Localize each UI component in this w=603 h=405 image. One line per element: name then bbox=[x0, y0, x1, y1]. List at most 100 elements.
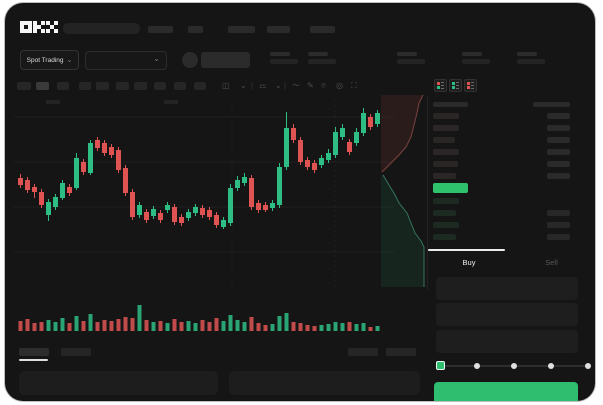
interval-button-6[interactable] bbox=[134, 82, 147, 90]
ask-row-5[interactable] bbox=[430, 171, 593, 181]
interval-button-0[interactable] bbox=[17, 82, 31, 90]
market-type-dropdown[interactable]: Spot Trading ⌄ bbox=[20, 50, 79, 70]
interval-button-9[interactable] bbox=[194, 82, 206, 90]
line-1 bbox=[456, 85, 459, 86]
slider-stop-50[interactable] bbox=[511, 363, 517, 369]
ask-price-skeleton bbox=[433, 149, 459, 155]
nav-item-4[interactable] bbox=[310, 26, 335, 33]
history-control-0[interactable] bbox=[348, 348, 378, 356]
bids-only-icon[interactable] bbox=[449, 79, 462, 92]
bid-price-skeleton bbox=[433, 198, 459, 204]
slider-handle[interactable] bbox=[436, 361, 445, 370]
tab-buy[interactable]: Buy bbox=[462, 258, 476, 267]
stat-value-0 bbox=[270, 59, 298, 64]
app-window: Spot Trading ⌄ ⌄ ◫ ⌄ | ⚎ ⌄ | 〜 ✎ ⌾ ◎ ⛶ Buy Sell bbox=[5, 3, 595, 401]
chevron-down-icon[interactable]: ⌄ bbox=[240, 81, 247, 90]
ask-cell bbox=[467, 82, 470, 85]
nav-item-2[interactable] bbox=[228, 26, 255, 33]
ask-price-skeleton bbox=[433, 113, 459, 119]
slider-stop-100[interactable] bbox=[585, 363, 591, 369]
ask-amount-skeleton bbox=[547, 173, 570, 179]
price-field[interactable] bbox=[436, 277, 578, 300]
stat-value-1 bbox=[308, 59, 336, 64]
line-2 bbox=[456, 88, 459, 89]
slider-stop-75[interactable] bbox=[548, 363, 554, 369]
nav-item-3[interactable] bbox=[267, 26, 290, 33]
bid-row-0[interactable] bbox=[430, 196, 593, 206]
ask-price-skeleton bbox=[433, 161, 458, 167]
toolbar-divider: | bbox=[284, 81, 287, 90]
bid-row-1[interactable] bbox=[430, 208, 593, 218]
screenshot-icon[interactable]: ⌾ bbox=[321, 81, 326, 90]
asks-only-icon[interactable] bbox=[464, 79, 477, 92]
last-price-badge[interactable] bbox=[433, 183, 468, 193]
fullscreen-icon[interactable]: ⛶ bbox=[351, 81, 357, 90]
ask-amount-skeleton bbox=[547, 149, 570, 155]
ask-row-0[interactable] bbox=[430, 111, 593, 121]
candles-svg bbox=[14, 100, 394, 290]
draw-tools-icon[interactable]: ✎ bbox=[307, 81, 314, 90]
bid-price-skeleton bbox=[433, 222, 459, 228]
slider-stop-25[interactable] bbox=[474, 363, 480, 369]
chevron-down-icon[interactable]: ⌄ bbox=[275, 81, 282, 90]
chart-settings-icon[interactable]: ◎ bbox=[336, 81, 343, 90]
nav-item-1[interactable] bbox=[188, 26, 203, 33]
ask-amount-skeleton bbox=[547, 113, 570, 119]
depth-svg bbox=[381, 94, 425, 287]
buy-order-button[interactable] bbox=[434, 382, 578, 401]
nav-item-0[interactable] bbox=[148, 26, 173, 33]
stat-value-3 bbox=[462, 59, 490, 64]
history-tab-1[interactable] bbox=[61, 348, 91, 356]
interval-button-5[interactable] bbox=[116, 82, 129, 90]
bid-row-3[interactable] bbox=[430, 232, 593, 242]
interval-button-3[interactable] bbox=[79, 82, 91, 90]
avatar[interactable] bbox=[182, 52, 198, 68]
ask-cell2 bbox=[467, 86, 470, 89]
line-2 bbox=[471, 88, 474, 89]
ask-price-skeleton bbox=[433, 173, 456, 179]
active-tab-indicator bbox=[428, 249, 505, 251]
stat-label-2 bbox=[397, 52, 417, 56]
interval-button-1[interactable] bbox=[36, 82, 49, 90]
history-tab-0[interactable] bbox=[19, 348, 49, 356]
indicators-icon[interactable]: 〜 bbox=[292, 81, 300, 90]
account-button[interactable] bbox=[201, 52, 250, 68]
chevron-down-icon: ⌄ bbox=[153, 54, 160, 63]
ask-row-2[interactable] bbox=[430, 135, 593, 145]
bid-price-skeleton bbox=[433, 234, 456, 240]
amount-field[interactable] bbox=[436, 303, 578, 326]
total-field[interactable] bbox=[436, 330, 578, 353]
history-panel-1 bbox=[229, 371, 420, 395]
line-0 bbox=[441, 82, 444, 83]
line-1 bbox=[471, 85, 474, 86]
compare-symbol-icon[interactable]: ⚎ bbox=[259, 81, 267, 90]
tab-sell[interactable]: Sell bbox=[545, 258, 558, 267]
split-book-icon[interactable] bbox=[434, 79, 447, 92]
bid-cell bbox=[452, 86, 455, 89]
ask-amount-skeleton bbox=[547, 161, 570, 167]
interval-button-8[interactable] bbox=[174, 82, 186, 90]
ask-row-3[interactable] bbox=[430, 147, 593, 157]
interval-button-4[interactable] bbox=[96, 82, 109, 90]
bid-amount-skeleton bbox=[547, 210, 570, 216]
interval-button-7[interactable] bbox=[154, 82, 166, 90]
interval-button-2[interactable] bbox=[57, 82, 69, 90]
market-type-label: Spot Trading bbox=[26, 56, 64, 64]
orderbook-header-amount bbox=[533, 102, 570, 107]
history-panel-0 bbox=[19, 371, 218, 395]
pair-selector-dropdown[interactable]: ⌄ bbox=[85, 51, 167, 70]
bid-amount-skeleton bbox=[547, 222, 570, 228]
stat-value-4 bbox=[517, 59, 545, 64]
stat-label-3 bbox=[462, 52, 482, 56]
toolbar-divider: | bbox=[251, 81, 254, 90]
ask-row-4[interactable] bbox=[430, 159, 593, 169]
chart-type-icon[interactable]: ◫ bbox=[222, 81, 230, 90]
search-input[interactable] bbox=[63, 23, 140, 34]
ask-row-1[interactable] bbox=[430, 123, 593, 133]
stat-value-2 bbox=[397, 59, 425, 64]
history-control-1[interactable] bbox=[386, 348, 416, 356]
orderbook-header-price bbox=[433, 102, 468, 107]
ask-price-skeleton bbox=[433, 125, 459, 131]
ask-amount-skeleton bbox=[547, 137, 570, 143]
bid-row-2[interactable] bbox=[430, 220, 593, 230]
